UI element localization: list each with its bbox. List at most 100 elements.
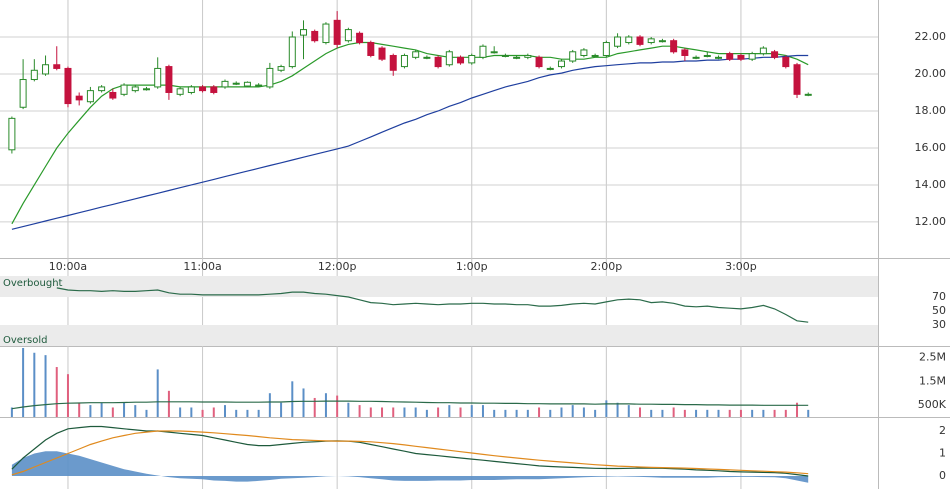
- candle-body: [53, 64, 61, 69]
- volume-bar: [257, 409, 260, 417]
- candle-body: [423, 56, 431, 59]
- candle-body: [692, 56, 700, 59]
- volume-bar: [751, 409, 754, 417]
- volume-bar: [66, 374, 69, 417]
- rsi-line: [56, 287, 809, 323]
- volume-bar: [313, 397, 316, 417]
- candle-body: [726, 53, 734, 60]
- candle-body: [75, 95, 83, 101]
- volume-bar: [459, 407, 462, 417]
- candle-body: [98, 86, 106, 92]
- candle-body: [8, 117, 16, 151]
- candle-body: [42, 64, 50, 75]
- candle-body: [142, 88, 150, 91]
- y-tick-label: 20.00: [915, 67, 947, 80]
- candle-body: [165, 66, 173, 93]
- volume-bar: [638, 407, 641, 417]
- candle-body: [120, 84, 128, 95]
- y-tick-label: 18.00: [915, 104, 947, 117]
- volume-bar: [33, 352, 36, 417]
- volume-bar: [369, 407, 372, 417]
- candle-body: [288, 36, 296, 68]
- candle-body: [378, 47, 386, 60]
- y-tick-label: 1.5M: [919, 374, 946, 387]
- x-tick-label: 11:00a: [183, 260, 221, 273]
- candle-body: [569, 51, 577, 62]
- candle-body: [457, 56, 465, 64]
- y-tick-label: 50: [932, 304, 946, 317]
- candle-body: [513, 56, 521, 59]
- x-tick-label: 2:00p: [591, 260, 623, 273]
- volume-bar: [672, 407, 675, 417]
- moving-average: [11, 54, 809, 230]
- volume-bar: [470, 405, 473, 417]
- volume-bar: [347, 402, 350, 417]
- candle-body: [300, 29, 308, 36]
- x-tick-label: 1:00p: [456, 260, 488, 273]
- volume-bar: [44, 355, 47, 417]
- candle-body: [479, 45, 487, 58]
- candle-body: [715, 56, 723, 59]
- volume-bar: [414, 407, 417, 417]
- volume-bar: [246, 409, 249, 417]
- volume-bar: [268, 393, 271, 417]
- volume-bar: [100, 402, 103, 417]
- candle-body: [703, 54, 711, 57]
- candle-body: [412, 51, 420, 58]
- volume-bar: [807, 409, 810, 417]
- y-tick-label: 500K: [918, 398, 947, 411]
- volume-bar: [549, 409, 552, 417]
- volume-bar: [717, 409, 720, 417]
- volume-bar: [706, 409, 709, 417]
- y-tick-label: 30: [932, 318, 946, 331]
- candle-body: [647, 38, 655, 44]
- volume-bar: [650, 409, 653, 417]
- volume-bar: [481, 405, 484, 417]
- volume-bar: [156, 369, 159, 417]
- volume-bar: [661, 409, 664, 417]
- candle-body: [86, 90, 94, 103]
- y-tick-label: 16.00: [915, 141, 947, 154]
- volume-bar: [403, 407, 406, 417]
- volume-bar: [392, 407, 395, 417]
- volume-bar: [145, 409, 148, 417]
- candle-body: [187, 86, 195, 93]
- candle-body: [524, 54, 532, 58]
- volume-bar: [201, 409, 204, 417]
- candle-body: [322, 23, 330, 44]
- candle-body: [636, 36, 644, 45]
- candle-body: [546, 67, 554, 70]
- candle-body: [793, 64, 801, 95]
- y-tick-label: 2.5M: [919, 351, 946, 364]
- candle-body: [277, 66, 285, 71]
- x-tick-label: 12:00p: [318, 260, 357, 273]
- y-tick-label: 2: [939, 424, 946, 437]
- candle-body: [176, 88, 184, 95]
- candle-body: [580, 49, 588, 56]
- volume-bar: [560, 407, 563, 417]
- volume-bar: [538, 407, 541, 417]
- volume-bar: [728, 409, 731, 417]
- candle-body: [243, 81, 251, 87]
- oversold-band: [0, 325, 878, 346]
- volume-bar: [111, 407, 114, 417]
- candle-body: [625, 36, 633, 44]
- volume-bar: [493, 409, 496, 417]
- candle-body: [356, 32, 364, 44]
- volume-bar: [605, 400, 608, 417]
- volume-bar: [179, 407, 182, 417]
- volume-bar: [134, 405, 137, 417]
- y-tick-label: 22.00: [915, 30, 947, 43]
- volume-bar: [627, 405, 630, 417]
- candle-body: [154, 67, 162, 88]
- volume-bar: [212, 407, 215, 417]
- volume-bar: [324, 393, 327, 417]
- volume-bar: [526, 409, 529, 417]
- volume-bar: [167, 390, 170, 417]
- candle-body: [782, 56, 790, 68]
- volume-bar: [280, 402, 283, 417]
- y-tick-label: 12.00: [915, 215, 947, 228]
- volume-bar: [437, 407, 440, 417]
- candle-body: [759, 47, 767, 55]
